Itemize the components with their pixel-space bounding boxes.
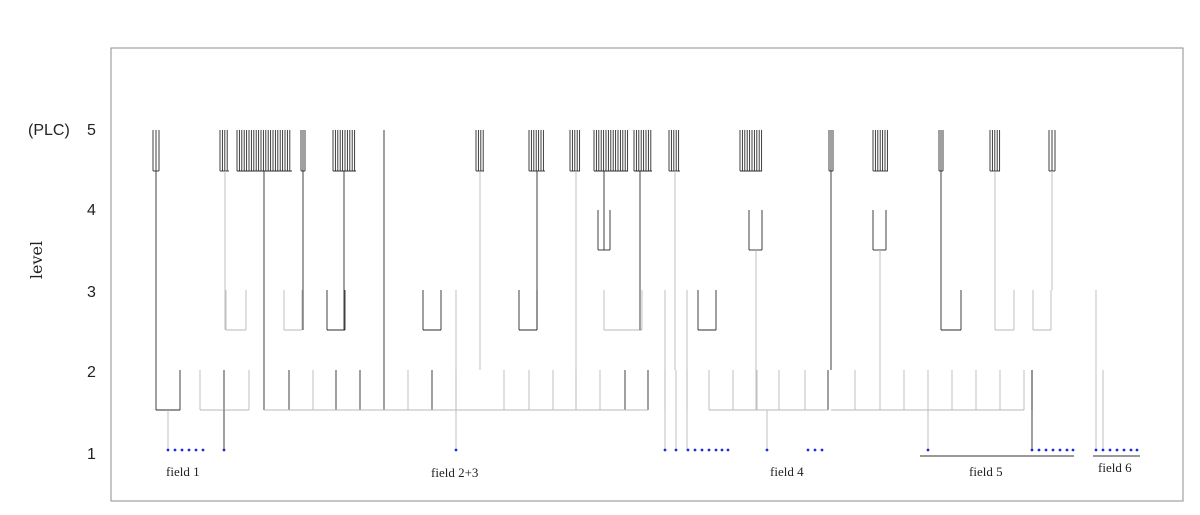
leaf-dot: [1051, 448, 1055, 452]
leaf-dot: [686, 448, 690, 452]
leaf-dot: [926, 448, 930, 452]
leaf-dot: [454, 448, 458, 452]
leaf-dot: [1030, 448, 1034, 452]
leaf-dot: [707, 448, 711, 452]
leaf-dot: [187, 448, 191, 452]
leaf-dot: [1044, 448, 1048, 452]
leaf-dot: [1065, 448, 1069, 452]
leaf-dots: [166, 448, 1139, 452]
leaf-dot: [180, 448, 184, 452]
leaf-dot: [1115, 448, 1119, 452]
leaf-dot: [1135, 448, 1139, 452]
leaf-dot: [1101, 448, 1105, 452]
field-label-1: field 1: [166, 464, 200, 479]
dendrogram-branches: [152, 130, 1104, 450]
leaf-dot: [194, 448, 198, 452]
leaf-dot: [1037, 448, 1041, 452]
leaf-dot: [820, 448, 824, 452]
y-tick-4: 4: [87, 202, 96, 219]
leaf-dot: [726, 448, 730, 452]
leaf-dot: [806, 448, 810, 452]
plot-frame: [110, 47, 1184, 502]
leaf-dot: [765, 448, 769, 452]
y-tick-3: 3: [87, 284, 96, 301]
y-tick-5: 5: [87, 122, 96, 139]
leaf-dot: [1122, 448, 1126, 452]
leaf-dot: [1094, 448, 1098, 452]
leaf-dot: [700, 448, 704, 452]
plc-label: (PLC): [28, 122, 70, 139]
y-tick-2: 2: [87, 364, 96, 381]
field-label-2-3: field 2+3: [431, 465, 478, 480]
leaf-dot: [714, 448, 718, 452]
field-label-6: field 6: [1098, 460, 1132, 475]
leaf-dot: [1058, 448, 1062, 452]
leaf-dot: [720, 448, 724, 452]
leaf-dot: [201, 448, 205, 452]
leaf-dot: [166, 448, 170, 452]
leaf-dot: [674, 448, 678, 452]
field-label-5: field 5: [969, 464, 1003, 479]
leaf-dot: [663, 448, 667, 452]
leaf-dot: [222, 448, 226, 452]
y-tick-1: 1: [87, 446, 96, 463]
leaf-dot: [813, 448, 817, 452]
leaf-dot: [693, 448, 697, 452]
y-axis-title: level: [27, 241, 46, 279]
leaf-dot: [1129, 448, 1133, 452]
leaf-dot: [1071, 448, 1075, 452]
field-label-4: field 4: [770, 464, 804, 479]
leaf-dot: [1108, 448, 1112, 452]
leaf-dot: [173, 448, 177, 452]
